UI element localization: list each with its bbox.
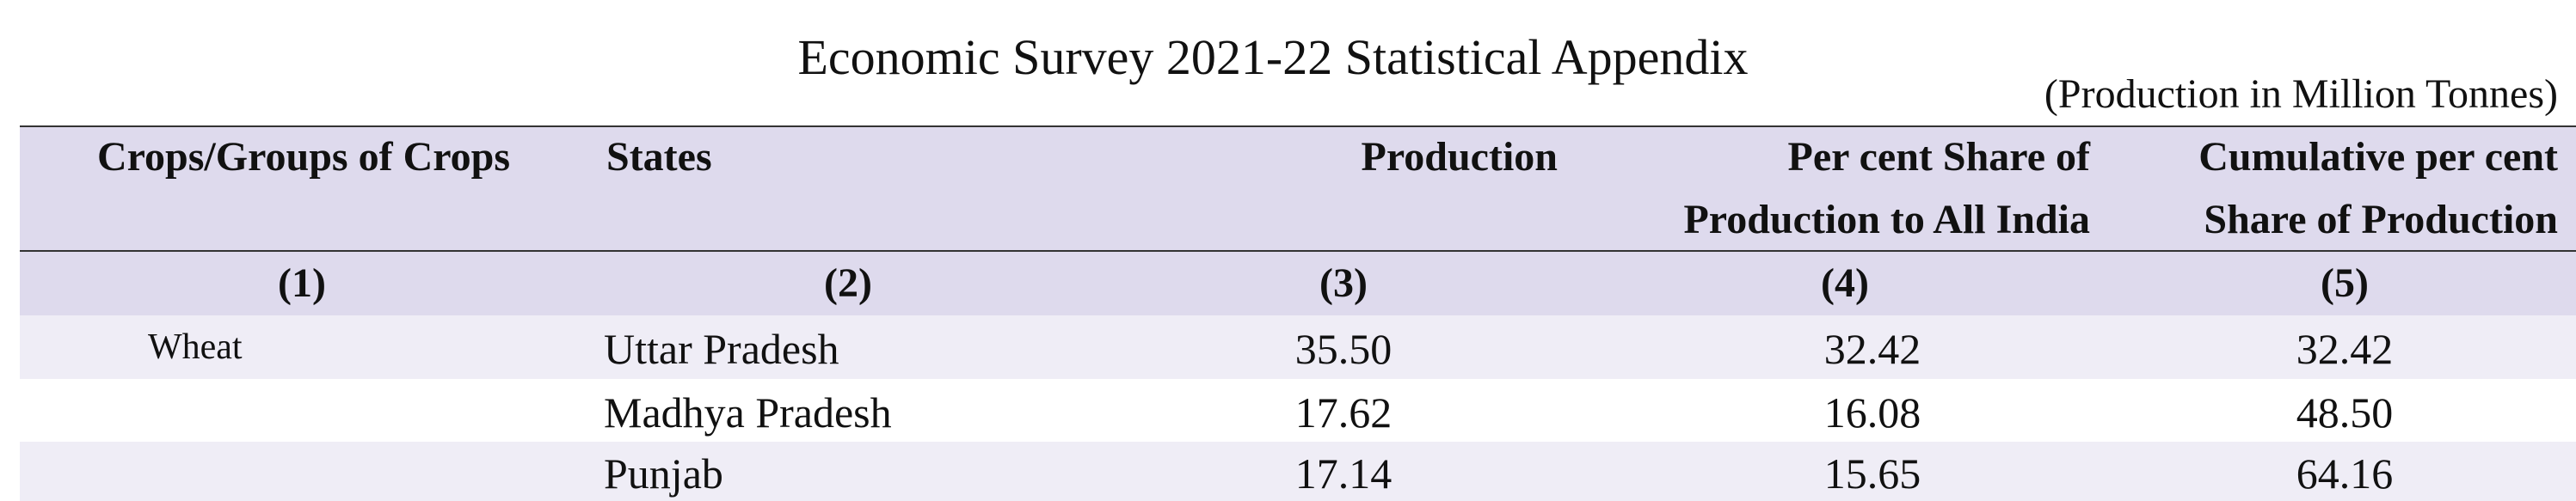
title: Economic Survey 2021-22 Statistical Appe… (797, 29, 1749, 85)
column-number: (4) (1821, 260, 1869, 306)
table-cell: Madhya Pradesh (604, 388, 892, 437)
table-cell: 16.08 (1823, 388, 1921, 437)
table-cell: Punjab (604, 449, 723, 498)
column-header: Production (1361, 134, 1558, 180)
column-number: (2) (824, 260, 872, 306)
table-cell: 64.16 (2296, 449, 2394, 498)
row-band (20, 442, 2576, 501)
crop-name: Wheat (148, 327, 243, 367)
header-rule (20, 250, 2576, 252)
table-cell: 48.50 (2296, 388, 2394, 437)
table-cell: 35.50 (1294, 325, 1393, 373)
header-band (20, 126, 2576, 251)
table-cell: Uttar Pradesh (604, 325, 839, 373)
column-number: (1) (278, 260, 326, 306)
column-header: Crops/Groups of Crops (96, 134, 511, 180)
row-band (20, 315, 2576, 379)
table-cell: 17.14 (1294, 449, 1393, 498)
table-cell: 15.65 (1823, 449, 1921, 498)
table-cell: 17.62 (1294, 388, 1393, 437)
column-header: Production to All India (1683, 197, 2090, 242)
top-rule (20, 125, 2576, 127)
column-header: Per cent Share of (1787, 134, 2090, 180)
number-band (20, 251, 2576, 315)
table-cell: 32.42 (2296, 325, 2394, 373)
column-number: (3) (1319, 260, 1368, 306)
column-number: (5) (2321, 260, 2369, 306)
unit-note: (Production in Million Tonnes) (2044, 71, 2558, 117)
column-header: States (606, 134, 712, 180)
table-cell: 32.42 (1823, 325, 1921, 373)
column-header: Cumulative per cent (2198, 134, 2558, 180)
column-header: Share of Production (2204, 197, 2558, 242)
